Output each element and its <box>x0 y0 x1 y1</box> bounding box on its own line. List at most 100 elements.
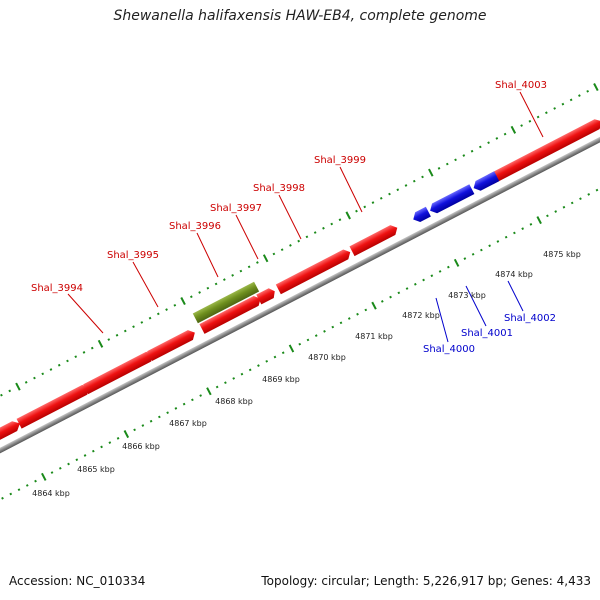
minor-tick <box>223 278 226 281</box>
gene-shape-shal-4003[interactable] <box>487 117 600 185</box>
gene-shape-shal-4000[interactable] <box>411 206 431 225</box>
minor-tick <box>41 372 45 376</box>
gene-label-shal-3998[interactable]: Shal_3998 <box>253 183 305 194</box>
scale-label-4871: 4871 kbp <box>355 332 393 341</box>
minor-tick <box>422 278 425 282</box>
minor-tick <box>546 214 549 218</box>
minor-tick <box>272 252 276 256</box>
minor-tick <box>586 89 590 93</box>
minor-tick <box>33 376 36 380</box>
gene-label-shal-4001[interactable]: Shal_4001 <box>461 328 513 339</box>
minor-tick <box>520 124 523 127</box>
scale-label-4864: 4864 kbp <box>32 489 70 498</box>
gene-shape-unlabeled-1[interactable] <box>0 418 22 456</box>
scale-label-4872: 4872 kbp <box>402 311 440 320</box>
minor-tick <box>496 240 500 243</box>
minor-tick <box>421 175 424 179</box>
major-tick <box>593 83 599 92</box>
minor-tick <box>404 184 408 187</box>
leader-line-shal-3999 <box>339 166 363 213</box>
gene-label-shal-3996[interactable]: Shal_3996 <box>169 221 221 232</box>
scale-label-4874: 4874 kbp <box>495 270 533 279</box>
minor-tick <box>430 274 434 278</box>
minor-tick <box>562 205 566 209</box>
minor-tick <box>437 167 441 170</box>
gene-label-shal-3999[interactable]: Shal_3999 <box>314 155 366 166</box>
major-tick <box>97 339 104 348</box>
minor-tick <box>100 445 103 449</box>
gene-label-shal-3994[interactable]: Shal_3994 <box>31 283 83 294</box>
gene-shape-shal-3995[interactable] <box>83 349 156 395</box>
minor-tick <box>281 351 285 355</box>
minor-tick <box>265 359 269 363</box>
scale-label-4869: 4869 kbp <box>262 375 300 384</box>
gene-shape-shal-3999[interactable] <box>349 223 399 257</box>
leader-line-shal-4000 <box>435 297 449 343</box>
gene-shape-unlabeled-2[interactable] <box>147 328 197 362</box>
minor-tick <box>587 193 591 196</box>
gene-label-shal-4002[interactable]: Shal_4002 <box>504 313 556 324</box>
minor-tick <box>189 295 193 299</box>
minor-tick <box>90 346 94 350</box>
minor-tick <box>50 471 54 474</box>
minor-tick <box>9 492 13 496</box>
minor-tick <box>49 368 53 371</box>
minor-tick <box>405 287 409 290</box>
minor-tick <box>529 223 533 226</box>
scale-label-4870: 4870 kbp <box>308 353 346 362</box>
major-tick <box>536 216 542 225</box>
minor-tick <box>173 303 177 307</box>
gene-shape-shal-4001[interactable] <box>428 184 475 215</box>
topology-text: Topology: circular; Length: 5,226,917 bp… <box>261 574 591 588</box>
minor-tick <box>371 201 375 204</box>
minor-tick <box>495 137 499 140</box>
minor-tick <box>273 355 277 359</box>
minor-tick <box>166 411 169 415</box>
gene-label-shal-4003[interactable]: Shal_4003 <box>495 80 547 91</box>
major-tick <box>453 258 460 267</box>
minor-tick <box>488 244 491 248</box>
minor-tick <box>356 312 359 316</box>
minor-tick <box>389 295 392 299</box>
gene-label-shal-4000[interactable]: Shal_4000 <box>423 344 475 355</box>
minor-tick <box>487 141 490 145</box>
minor-tick <box>215 385 219 389</box>
minor-tick <box>412 179 416 183</box>
gene-shape-shal-3994[interactable] <box>16 383 92 429</box>
leader-line-shal-4002 <box>507 280 524 312</box>
minor-tick <box>338 218 342 222</box>
scale-label-4866: 4866 kbp <box>122 442 160 451</box>
minor-tick <box>380 300 384 303</box>
major-tick <box>345 211 351 220</box>
minor-tick <box>115 333 119 337</box>
scale-label-4867: 4867 kbp <box>169 419 207 428</box>
leader-line-shal-3995 <box>132 261 159 308</box>
gene-shape-shal-3997[interactable] <box>199 294 263 334</box>
minor-tick <box>1 496 4 500</box>
minor-tick <box>504 235 508 239</box>
gene-label-shal-3995[interactable]: Shal_3995 <box>107 250 159 261</box>
reverse-leader-lines <box>435 280 524 343</box>
gene-shape-shal-3998[interactable] <box>275 247 353 295</box>
minor-tick <box>323 330 326 333</box>
minor-tick <box>239 269 243 273</box>
gene-shape-shal-3996[interactable] <box>192 281 260 324</box>
minor-tick <box>396 188 400 192</box>
minor-tick <box>471 252 475 256</box>
gene-shape-shal-4002[interactable] <box>471 171 500 193</box>
minor-tick <box>397 291 401 295</box>
minor-tick <box>445 162 449 166</box>
minor-tick <box>232 377 236 380</box>
gene-shape-unlabeled-3[interactable] <box>256 286 277 305</box>
minor-tick <box>240 372 244 376</box>
minor-tick <box>148 316 152 320</box>
upper-tick-track <box>0 83 599 397</box>
minor-tick <box>74 355 78 359</box>
gene-label-shal-3997[interactable]: Shal_3997 <box>210 203 262 214</box>
minor-tick <box>339 321 343 325</box>
lower-tick-track <box>1 188 599 500</box>
minor-tick <box>182 402 186 406</box>
minor-tick <box>561 102 565 106</box>
minor-tick <box>289 244 292 247</box>
minor-tick <box>214 282 218 286</box>
